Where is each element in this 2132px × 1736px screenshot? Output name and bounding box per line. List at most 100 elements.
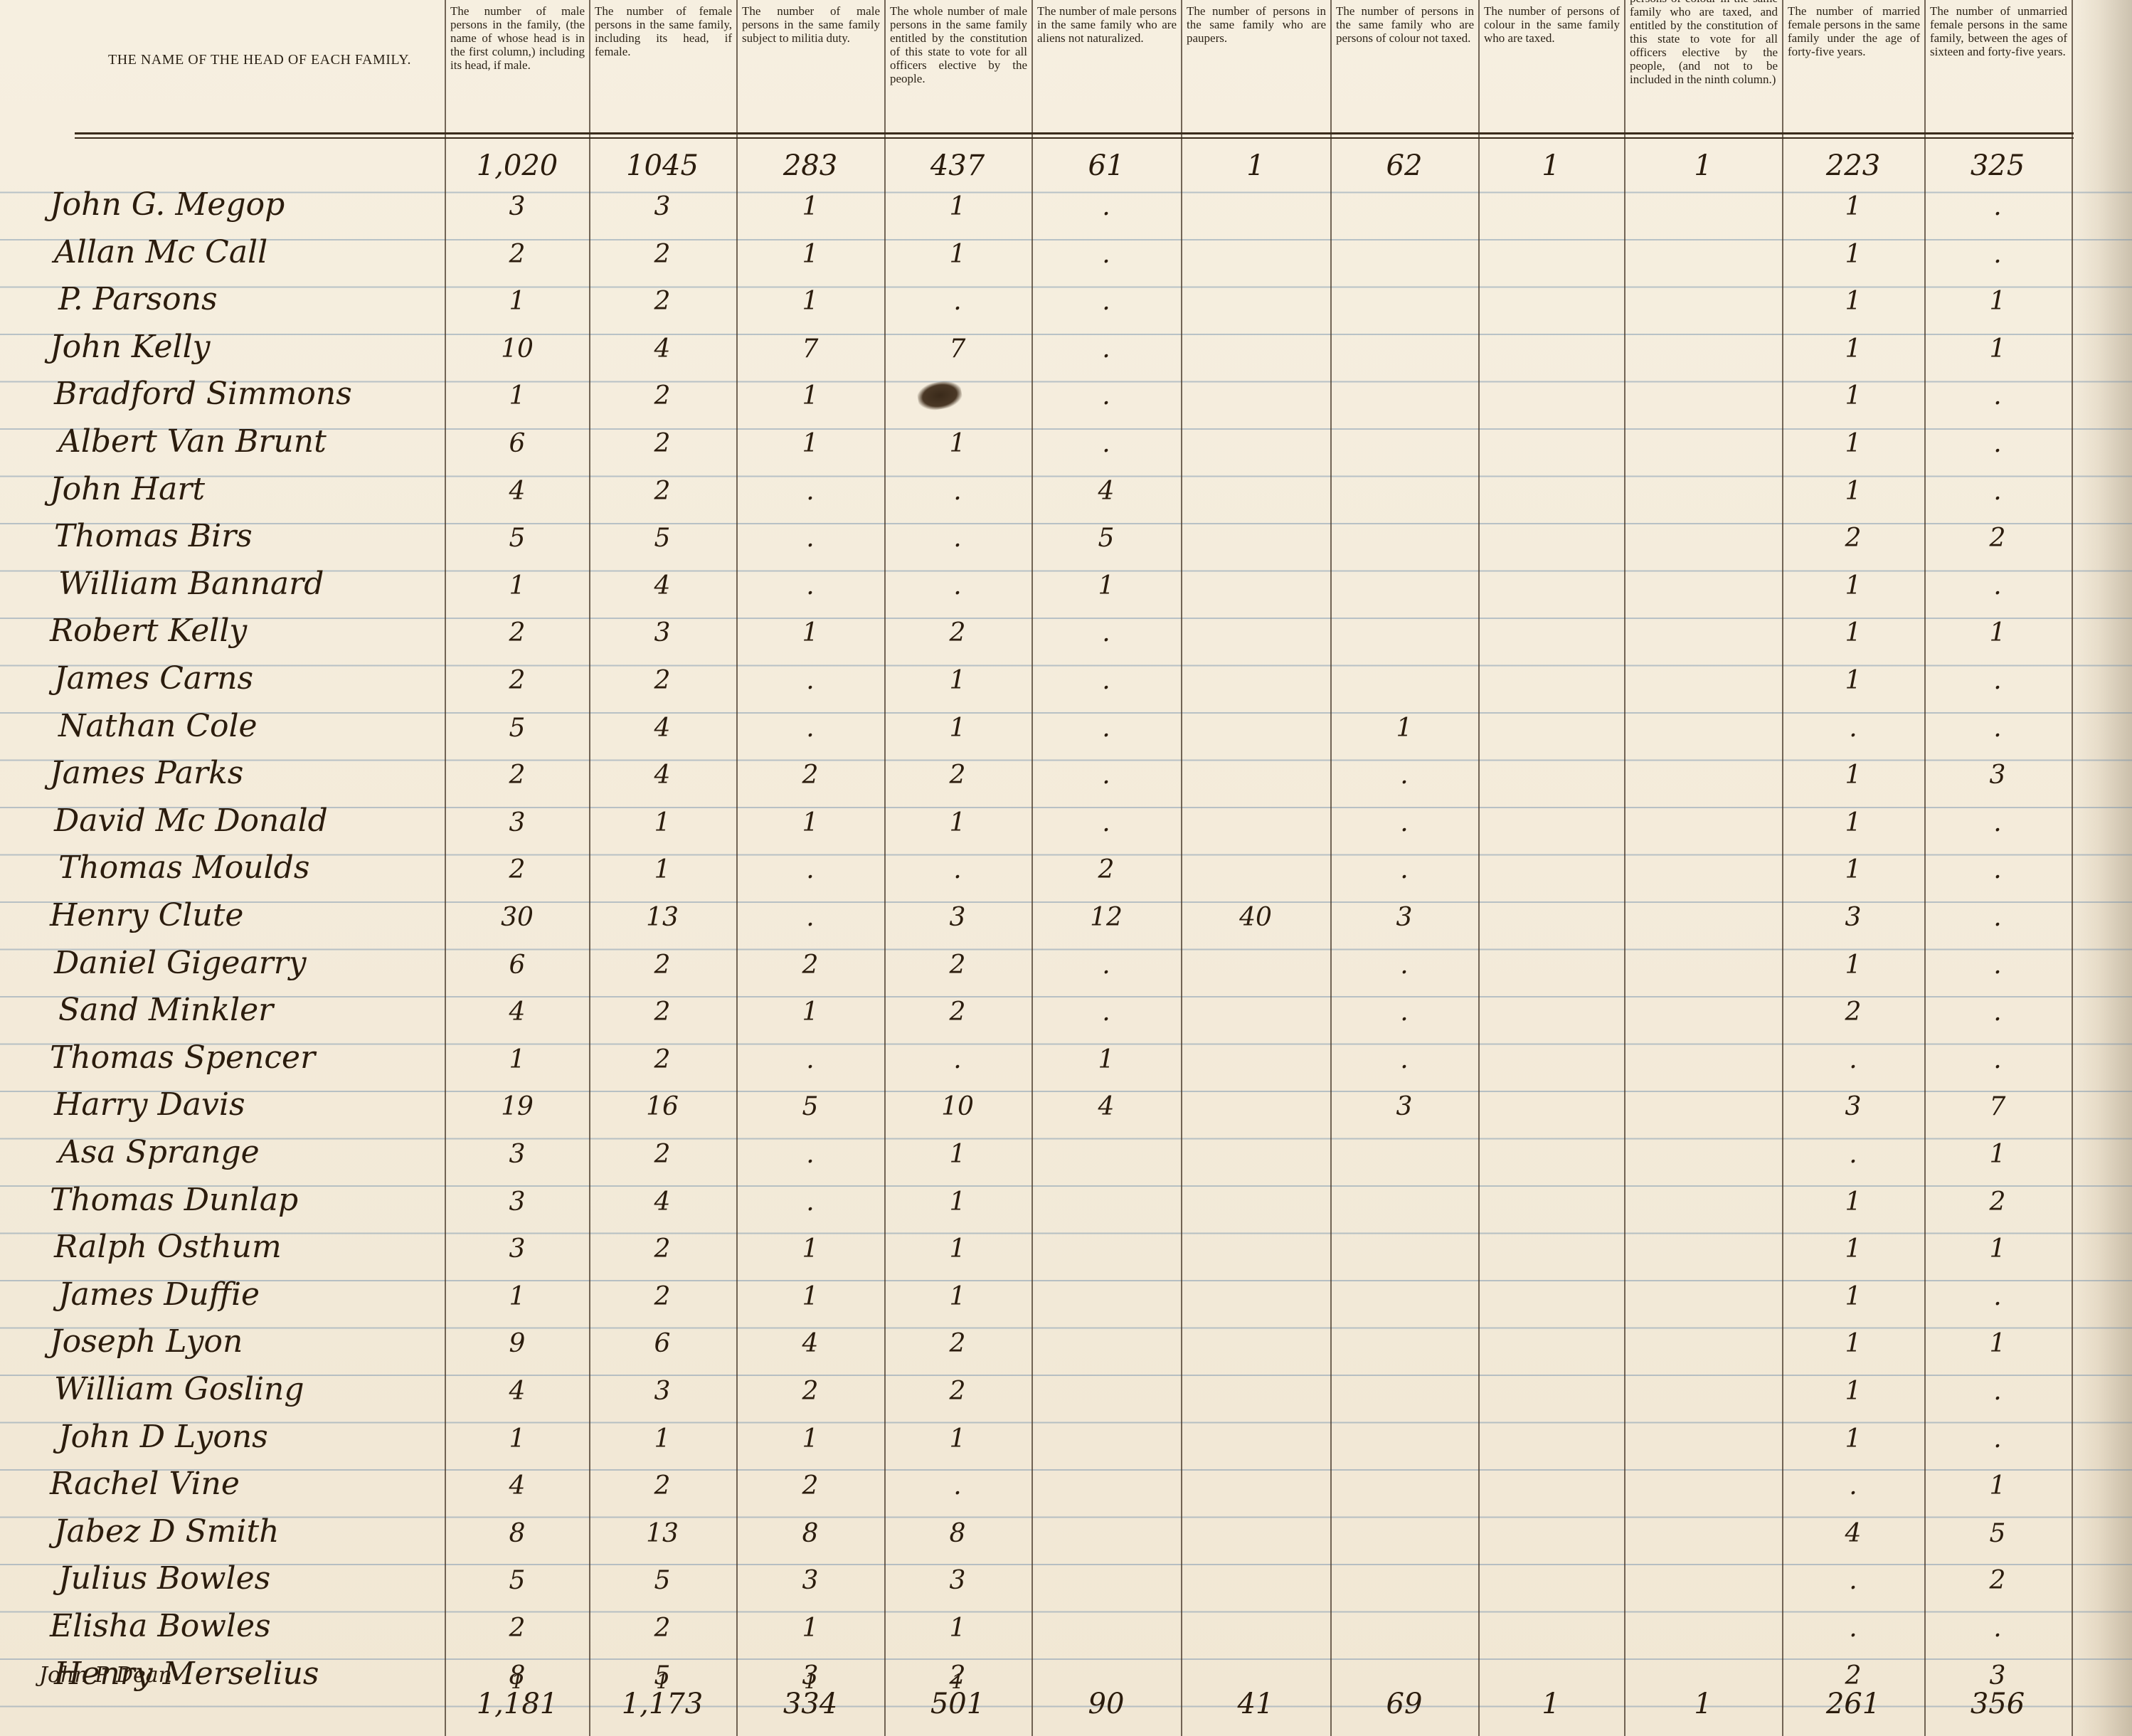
grand-total: 69 <box>1386 1688 1423 1720</box>
family-head-name: Julius Bowles <box>58 1560 271 1597</box>
count-cell: 5 <box>509 713 526 743</box>
family-head-name: John G. Megop <box>50 186 285 223</box>
count-cell: . <box>953 571 962 600</box>
count-cell: . <box>1102 334 1110 364</box>
family-head-name: John P Dean <box>39 1663 173 1688</box>
count-cell: 2 <box>1845 524 1862 554</box>
count-cell: 5 <box>509 1566 526 1596</box>
count-cell: . <box>1993 997 2002 1027</box>
count-cell: . <box>1849 713 1857 743</box>
count-cell: . <box>953 287 962 317</box>
count-cell: . <box>1993 429 2002 458</box>
count-cell: 10 <box>501 334 534 364</box>
count-cell: . <box>1993 713 2002 743</box>
count-cell: 16 <box>646 1092 679 1122</box>
carried-total: 1,020 <box>476 149 558 182</box>
count-cell: 1 <box>1845 1281 1862 1311</box>
count-cell: . <box>1993 192 2002 221</box>
count-cell: 1 <box>1845 287 1862 317</box>
count-cell: 2 <box>949 1661 966 1690</box>
count-cell: 4 <box>802 1329 819 1359</box>
count-cell: . <box>1400 808 1409 837</box>
family-head-name: Rachel Vine <box>50 1466 240 1503</box>
family-head-name: Thomas Dunlap <box>50 1181 299 1218</box>
count-cell: 2 <box>654 381 671 411</box>
column-header: The number of married female persons in … <box>1788 4 1920 58</box>
count-cell: 40 <box>1239 903 1272 932</box>
count-cell: 2 <box>654 1140 671 1169</box>
count-cell: . <box>1993 239 2002 269</box>
count-cell: 2 <box>509 1614 526 1643</box>
count-cell: . <box>1400 761 1409 790</box>
count-cell: 7 <box>949 334 966 364</box>
count-cell: 1 <box>1845 1234 1862 1264</box>
count-cell: 5 <box>509 524 526 554</box>
count-cell: . <box>806 524 815 554</box>
count-cell: 1 <box>802 381 819 411</box>
count-cell: 1 <box>1098 1044 1115 1074</box>
column-divider <box>1782 0 1783 1736</box>
family-head-name: Henry Clute <box>50 897 244 933</box>
family-head-name: John D Lyons <box>58 1418 268 1455</box>
count-cell: 1 <box>951 1670 964 1693</box>
count-cell: . <box>1102 287 1110 317</box>
count-cell: 2 <box>654 1234 671 1264</box>
count-cell: 1 <box>1845 761 1862 790</box>
count-cell: . <box>806 1044 815 1074</box>
count-cell: 1 <box>802 192 819 221</box>
count-cell: . <box>1102 381 1110 411</box>
count-cell: 2 <box>509 761 526 790</box>
count-cell: 2 <box>802 1377 819 1406</box>
count-cell: 1 <box>949 1234 966 1264</box>
count-cell: . <box>1102 808 1110 837</box>
count-cell: 1 <box>1845 1424 1862 1454</box>
count-cell: 5 <box>1989 1518 2006 1548</box>
count-cell: 2 <box>654 666 671 695</box>
count-cell: 9 <box>509 1329 526 1359</box>
count-cell: 2 <box>654 476 671 506</box>
count-cell: 2 <box>802 761 819 790</box>
count-cell: 1 <box>802 618 819 648</box>
count-cell: 5 <box>654 1661 671 1690</box>
family-head-name: P. Parsons <box>58 281 218 318</box>
family-head-name: Robert Kelly <box>50 613 248 650</box>
count-cell: . <box>806 476 815 506</box>
count-cell: 4 <box>654 334 671 364</box>
count-cell: . <box>1400 997 1409 1027</box>
count-cell: 2 <box>1989 1566 2006 1596</box>
column-divider <box>1624 0 1625 1736</box>
family-head-name: Albert Van Brunt <box>58 423 327 460</box>
count-cell: . <box>1993 381 2002 411</box>
count-cell: 5 <box>654 1566 671 1596</box>
count-cell: . <box>806 1140 815 1169</box>
count-cell: 1 <box>949 192 966 221</box>
count-cell: 1 <box>511 1670 524 1693</box>
count-cell: 1 <box>1845 381 1862 411</box>
count-cell: 1 <box>1845 476 1862 506</box>
count-cell: 1 <box>509 1281 526 1311</box>
family-head-name: Joseph Lyon <box>50 1323 243 1360</box>
column-header: The number of male persons in the same f… <box>742 4 880 45</box>
count-cell: 1 <box>802 287 819 317</box>
count-cell: . <box>1993 855 2002 885</box>
count-cell: 1 <box>949 429 966 458</box>
count-cell: . <box>1102 239 1110 269</box>
family-head-name: Thomas Birs <box>54 518 253 555</box>
count-cell: . <box>1102 713 1110 743</box>
count-cell: 1 <box>1845 855 1862 885</box>
count-cell: 4 <box>509 1377 526 1406</box>
family-head-name: James Carns <box>54 660 254 697</box>
count-cell: . <box>1102 666 1110 695</box>
count-cell: 1 <box>804 1670 817 1693</box>
count-cell: 2 <box>509 239 526 269</box>
family-head-name: Nathan Cole <box>58 707 258 744</box>
count-cell: . <box>953 1044 962 1074</box>
count-cell: 1 <box>949 1614 966 1643</box>
count-cell: 10 <box>941 1092 974 1122</box>
count-cell: 4 <box>654 713 671 743</box>
column-header: The number of persons in the same family… <box>1187 4 1326 45</box>
count-cell: 1 <box>1098 571 1115 600</box>
count-cell: 2 <box>949 1377 966 1406</box>
count-cell: . <box>806 855 815 885</box>
count-cell: . <box>1102 950 1110 980</box>
